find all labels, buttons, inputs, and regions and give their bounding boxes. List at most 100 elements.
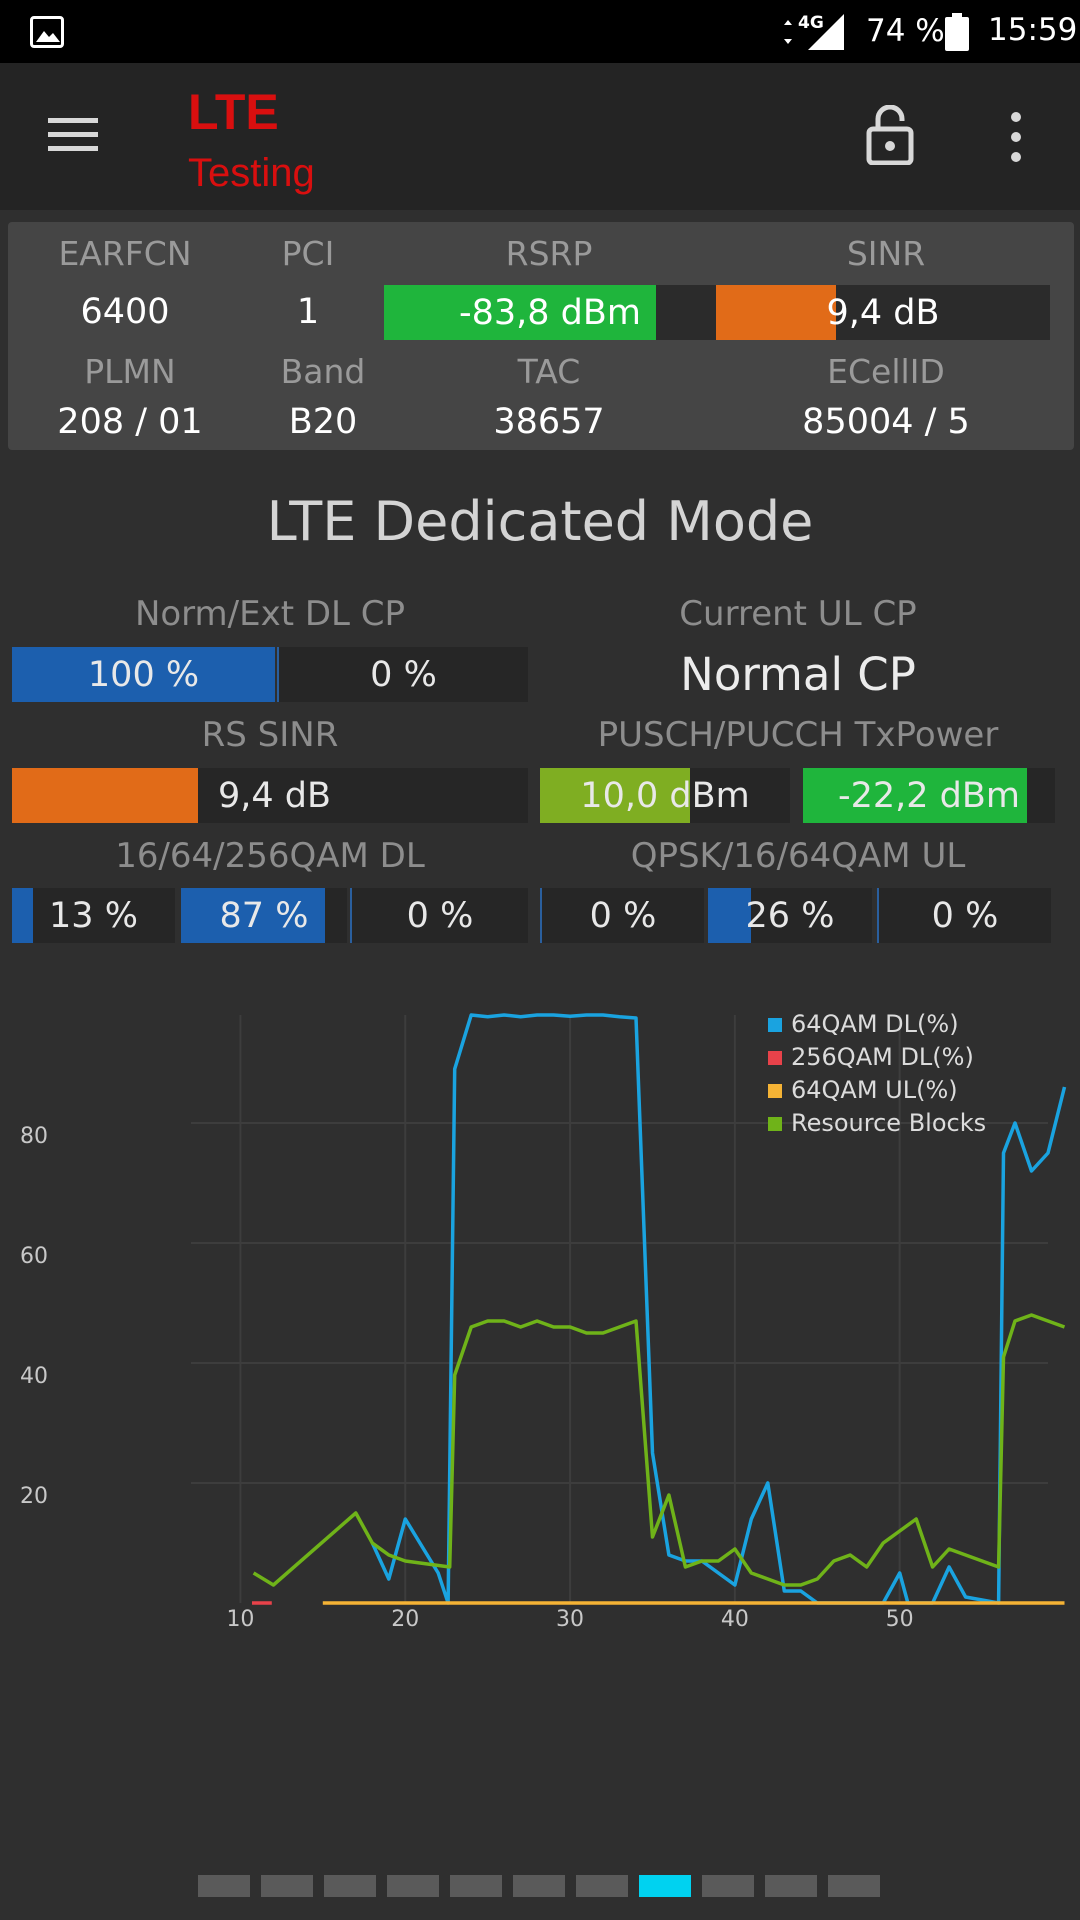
ul-cp-label: Current UL CP	[679, 594, 917, 634]
ecellid-value: 85004 / 5	[802, 402, 970, 442]
chart-legend-swatch	[768, 1084, 782, 1098]
qam-dl-256-value: 0 %	[406, 895, 474, 936]
qam-ul-qpsk-bar: 0 %	[540, 888, 704, 943]
battery-icon	[945, 13, 969, 51]
page-dot[interactable]	[702, 1875, 754, 1897]
app-title: LTE	[188, 84, 279, 140]
tx-power-label: PUSCH/PUCCH TxPower	[597, 715, 999, 755]
dl-cp-extended-bar: 0 %	[277, 647, 528, 702]
tac-value: 38657	[493, 402, 605, 442]
earfcn-label: EARFCN	[58, 234, 192, 273]
page-dot[interactable]	[576, 1875, 628, 1897]
chart-legend-label: 64QAM UL(%)	[791, 1076, 958, 1104]
page-dot[interactable]	[828, 1875, 880, 1897]
chart-x-tick-label: 10	[226, 1607, 254, 1632]
qam-dl-16-bar: 13 %	[12, 888, 175, 943]
chart-legend-swatch	[768, 1117, 782, 1131]
dl-cp-normal-fill	[12, 647, 275, 702]
chart-legend-label: Resource Blocks	[791, 1109, 986, 1137]
ecellid-label: ECellID	[827, 352, 945, 391]
app-subtitle: Testing	[188, 151, 315, 195]
qam-dl-label: 16/64/256QAM DL	[115, 836, 425, 876]
chart-y-tick-label: 80	[20, 1124, 48, 1149]
status-clock: 15:59	[988, 12, 1078, 48]
pusch-power-fill	[540, 768, 690, 823]
tac-label: TAC	[517, 352, 581, 391]
rs-sinr-bar: 9,4 dB	[12, 768, 528, 823]
qam-dl-64-value: 87 %	[219, 895, 309, 936]
app-bar: LTE Testing	[0, 63, 1080, 210]
plmn-label: PLMN	[84, 352, 176, 391]
rsrp-meter-fill	[384, 285, 657, 340]
qam-dl-64-bar: 87 %	[181, 888, 347, 943]
page-dot[interactable]	[639, 1875, 691, 1897]
pucch-power-value: -22,2 dBm	[837, 775, 1020, 816]
chart-legend-label: 64QAM DL(%)	[791, 1010, 959, 1038]
dl-cp-label: Norm/Ext DL CP	[134, 594, 406, 634]
qam-dl-16-value: 13 %	[49, 895, 138, 936]
chart-legend-swatch	[768, 1018, 782, 1032]
chart-x-tick-label: 50	[886, 1607, 914, 1632]
chart-y-tick-label: 60	[20, 1244, 48, 1269]
sinr-value: 9,4 dB	[826, 292, 940, 333]
pucch-power-fill	[803, 768, 1028, 823]
band-value: B20	[288, 402, 358, 442]
chart-y-tick-label: 20	[20, 1484, 48, 1509]
qam-dl-16-fill	[12, 888, 34, 943]
rsrp-value: -83,8 dBm	[458, 292, 641, 333]
section-title: LTE Dedicated Mode	[266, 490, 814, 553]
gallery-notification-icon	[30, 16, 64, 48]
page-dot[interactable]	[513, 1875, 565, 1897]
qam-ul-64-bar: 0 %	[877, 888, 1051, 943]
network-signal-icon: 4G	[778, 12, 846, 52]
modulation-chart: 20 40 60 80 10 20 30 40 50 64QAM DL(%) 256QAM DL(%…	[0, 985, 1080, 1635]
dl-cp-normal-bar: 100 %	[12, 647, 275, 702]
qam-ul-label: QPSK/16/64QAM UL	[630, 836, 966, 876]
chart-y-tick-label: 40	[20, 1364, 48, 1389]
qam-dl-256-bar: 0 %	[350, 888, 528, 943]
network-type-label: 4G	[798, 13, 824, 33]
modulation-chart-svg: 20 40 60 80 10 20 30 40 50 64QAM DL(%) 256QAM DL(%…	[20, 1010, 1067, 1632]
qam-ul-16-bar: 26 %	[708, 888, 872, 943]
chart-x-tick-label: 20	[391, 1607, 419, 1632]
battery-percent: 74 %	[866, 13, 945, 49]
page-dot[interactable]	[324, 1875, 376, 1897]
rsrp-meter: -83,8 dBm	[384, 285, 716, 340]
rs-sinr-value: 9,4 dB	[218, 775, 332, 816]
page-dot[interactable]	[387, 1875, 439, 1897]
qam-dl-64-fill	[181, 888, 326, 943]
sinr-label: SINR	[846, 234, 926, 273]
status-bar: 4G 74 % 15:59	[0, 0, 1080, 63]
unlock-icon[interactable]	[866, 104, 914, 166]
qam-ul-qpsk-value: 0 %	[589, 895, 657, 936]
pci-label: PCI	[281, 234, 335, 273]
chart-legend-label: 256QAM DL(%)	[791, 1043, 974, 1071]
pusch-power-bar: 10,0 dBm	[540, 768, 790, 823]
page-dot[interactable]	[198, 1875, 250, 1897]
hamburger-menu-icon[interactable]	[48, 115, 98, 155]
chart-series-line	[252, 1313, 1066, 1587]
page-dot[interactable]	[765, 1875, 817, 1897]
sinr-meter: 9,4 dB	[716, 285, 1050, 340]
qam-ul-64-value: 0 %	[931, 895, 999, 936]
pucch-power-bar: -22,2 dBm	[803, 768, 1055, 823]
more-vert-icon[interactable]	[1004, 111, 1028, 163]
rsrp-label: RSRP	[505, 234, 593, 273]
page-dot[interactable]	[450, 1875, 502, 1897]
chart-x-tick-label: 40	[721, 1607, 749, 1632]
sinr-meter-fill	[716, 285, 837, 340]
dl-cp-normal-value: 100 %	[87, 654, 200, 695]
pci-value: 1	[296, 292, 320, 332]
pusch-power-value: 10,0 dBm	[580, 775, 750, 816]
rs-sinr-fill	[12, 768, 198, 823]
dl-cp-extended-value: 0 %	[370, 654, 437, 695]
page-dot[interactable]	[261, 1875, 313, 1897]
cell-info-panel: EARFCN PCI RSRP SINR 6400 1 -83,8 dBm 9,…	[8, 222, 1074, 450]
chart-series-line	[370, 1013, 1067, 1605]
band-label: Band	[280, 352, 366, 391]
ul-cp-value: Normal CP	[680, 648, 916, 701]
page-indicator	[198, 1875, 891, 1897]
chart-legend-swatch	[768, 1051, 782, 1065]
plmn-value: 208 / 01	[57, 402, 203, 442]
chart-x-tick-label: 30	[556, 1607, 584, 1632]
